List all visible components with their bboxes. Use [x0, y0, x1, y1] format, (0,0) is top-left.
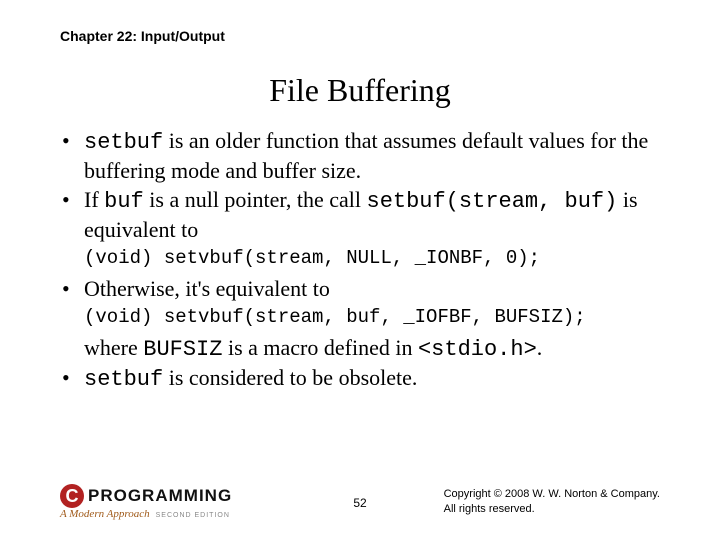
code-inline: BUFSIZ [143, 337, 222, 362]
copyright-line-2: All rights reserved. [444, 502, 660, 516]
logo-subtitle: A Modern Approach SECOND EDITION [60, 508, 270, 520]
bullet-3-cont: where BUFSIZ is a macro defined in <stdi… [60, 334, 660, 364]
logo-top-row: C PROGRAMMING [60, 484, 270, 508]
copyright: Copyright © 2008 W. W. Norton & Company.… [444, 487, 660, 516]
logo-edition: SECOND EDITION [156, 512, 230, 519]
bullet-4: setbuf is considered to be obsolete. [60, 364, 660, 394]
text-span: where [84, 335, 143, 360]
logo-word: PROGRAMMING [88, 486, 232, 506]
footer: C PROGRAMMING A Modern Approach SECOND E… [0, 480, 720, 520]
bullet-list: setbuf is an older function that assumes… [60, 127, 660, 243]
text-span: is a null pointer, the call [144, 187, 367, 212]
book-logo: C PROGRAMMING A Modern Approach SECOND E… [60, 484, 270, 520]
text-span: is an older function that assumes defaul… [84, 128, 648, 183]
slide: Chapter 22: Input/Output File Buffering … [0, 0, 720, 540]
logo-c-icon: C [60, 484, 84, 508]
bullet-1: setbuf is an older function that assumes… [60, 127, 660, 184]
code-inline: setbuf(stream, buf) [367, 189, 618, 214]
logo-sub-text: A Modern Approach [60, 508, 150, 520]
text-span: Otherwise, it's equivalent to [84, 276, 330, 301]
chapter-label: Chapter 22: Input/Output [60, 28, 660, 44]
code-block-1: (void) setvbuf(stream, NULL, _IONBF, 0); [84, 247, 660, 271]
bullet-list: setbuf is considered to be obsolete. [60, 364, 660, 394]
code-inline: setbuf [84, 130, 163, 155]
bullet-list: Otherwise, it's equivalent to [60, 275, 660, 303]
text-span: is considered to be obsolete. [163, 365, 417, 390]
copyright-line-1: Copyright © 2008 W. W. Norton & Company. [444, 487, 660, 501]
text-span: is a macro defined in [222, 335, 418, 360]
page-number: 52 [353, 496, 366, 510]
code-inline: buf [104, 189, 144, 214]
body-text: setbuf is an older function that assumes… [60, 127, 660, 393]
text-span: . [537, 335, 543, 360]
text-span: If [84, 187, 104, 212]
bullet-2: If buf is a null pointer, the call setbu… [60, 186, 660, 243]
bullet-3: Otherwise, it's equivalent to [60, 275, 660, 303]
code-block-2: (void) setvbuf(stream, buf, _IOFBF, BUFS… [84, 306, 660, 330]
code-inline: <stdio.h> [418, 337, 537, 362]
code-inline: setbuf [84, 367, 163, 392]
slide-title: File Buffering [60, 72, 660, 109]
